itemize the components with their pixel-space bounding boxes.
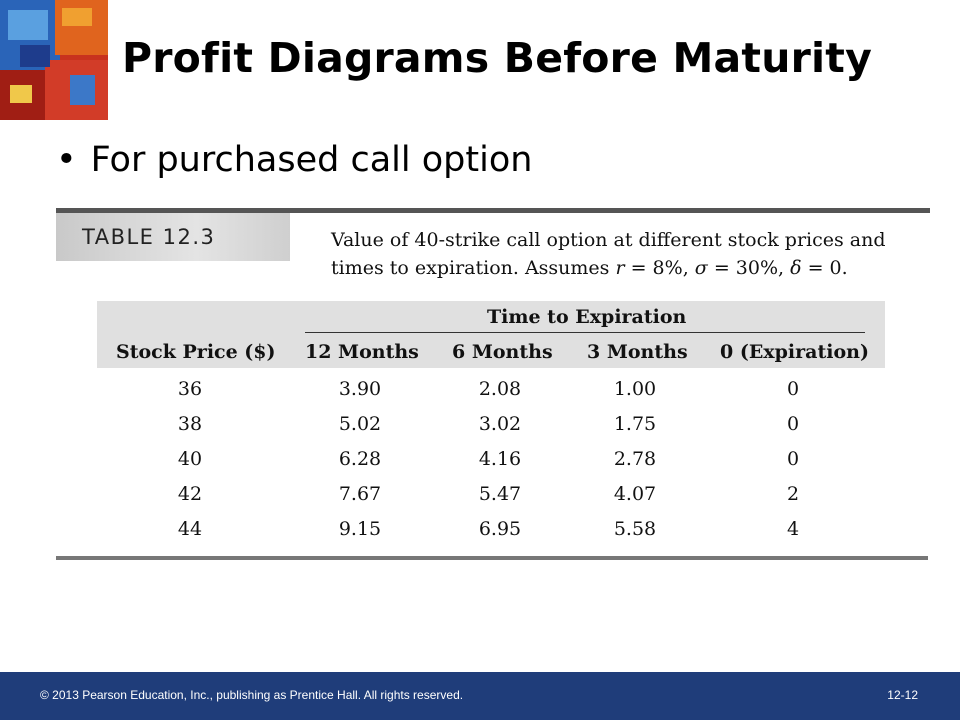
table-cell-value: 5.47 xyxy=(478,483,522,505)
bullet-point: • For purchased call option xyxy=(56,140,532,180)
table-cell-value: 9.15 xyxy=(338,518,382,540)
caption-text: = 8%, xyxy=(624,257,695,279)
table-caption-line2: times to expiration. Assumes r = 8%, σ =… xyxy=(331,254,891,282)
table-cell-value: 7.67 xyxy=(338,483,382,505)
table-cell-value: 0 xyxy=(786,448,800,470)
table-top-rule xyxy=(56,208,930,213)
table-cell-value: 6.28 xyxy=(338,448,382,470)
slide-footer: © 2013 Pearson Education, Inc., publishi… xyxy=(0,672,960,720)
table-cell-value: 0 xyxy=(786,413,800,435)
slide-title: Profit Diagrams Before Maturity xyxy=(122,34,873,82)
table-cell-value: 2.08 xyxy=(478,378,522,400)
table-label-box xyxy=(56,213,290,261)
group-header: Time to Expiration xyxy=(487,306,687,328)
caption-text: times to expiration. Assumes xyxy=(331,257,616,279)
table-header-background xyxy=(97,301,885,368)
decorative-logo-image xyxy=(0,0,108,120)
table-cell-value: 4 xyxy=(786,518,800,540)
table-bottom-rule xyxy=(56,556,928,560)
caption-text: = 30%, xyxy=(707,257,791,279)
caption-symbol-sigma: σ xyxy=(694,257,708,279)
table-cell-value: 2 xyxy=(786,483,800,505)
table-cell-value: 5.58 xyxy=(613,518,657,540)
table-cell-stock-price: 36 xyxy=(177,378,203,400)
column-header: 3 Months xyxy=(587,341,688,363)
table-cell-value: 4.16 xyxy=(478,448,522,470)
table-cell-value: 1.00 xyxy=(613,378,657,400)
group-header-rule xyxy=(305,332,865,333)
column-header: Stock Price ($) xyxy=(116,341,276,363)
table-cell-stock-price: 40 xyxy=(177,448,203,470)
table-cell-value: 0 xyxy=(786,378,800,400)
column-header: 6 Months xyxy=(452,341,553,363)
table-caption-line1: Value of 40-strike call option at differ… xyxy=(331,229,886,251)
table-cell-value: 1.75 xyxy=(613,413,657,435)
caption-symbol-r: r xyxy=(615,257,625,279)
table-label: TABLE 12.3 xyxy=(82,225,216,249)
column-header: 0 (Expiration) xyxy=(720,341,869,363)
caption-text: = 0. xyxy=(801,257,848,279)
table-cell-stock-price: 44 xyxy=(177,518,203,540)
bullet-dot-icon: • xyxy=(56,140,77,180)
table-cell-stock-price: 38 xyxy=(177,413,203,435)
column-header: 12 Months xyxy=(305,341,419,363)
bullet-text: For purchased call option xyxy=(90,140,533,180)
table-caption: Value of 40-strike call option at differ… xyxy=(331,226,891,282)
table-cell-value: 6.95 xyxy=(478,518,522,540)
table-cell-value: 5.02 xyxy=(338,413,382,435)
table-cell-value: 3.02 xyxy=(478,413,522,435)
page-number: 12-12 xyxy=(887,688,918,702)
copyright-text: © 2013 Pearson Education, Inc., publishi… xyxy=(40,688,464,702)
table-cell-value: 2.78 xyxy=(613,448,657,470)
table-cell-value: 3.90 xyxy=(338,378,382,400)
table-cell-value: 4.07 xyxy=(613,483,657,505)
table-cell-stock-price: 42 xyxy=(177,483,203,505)
caption-symbol-delta: δ xyxy=(790,257,802,279)
